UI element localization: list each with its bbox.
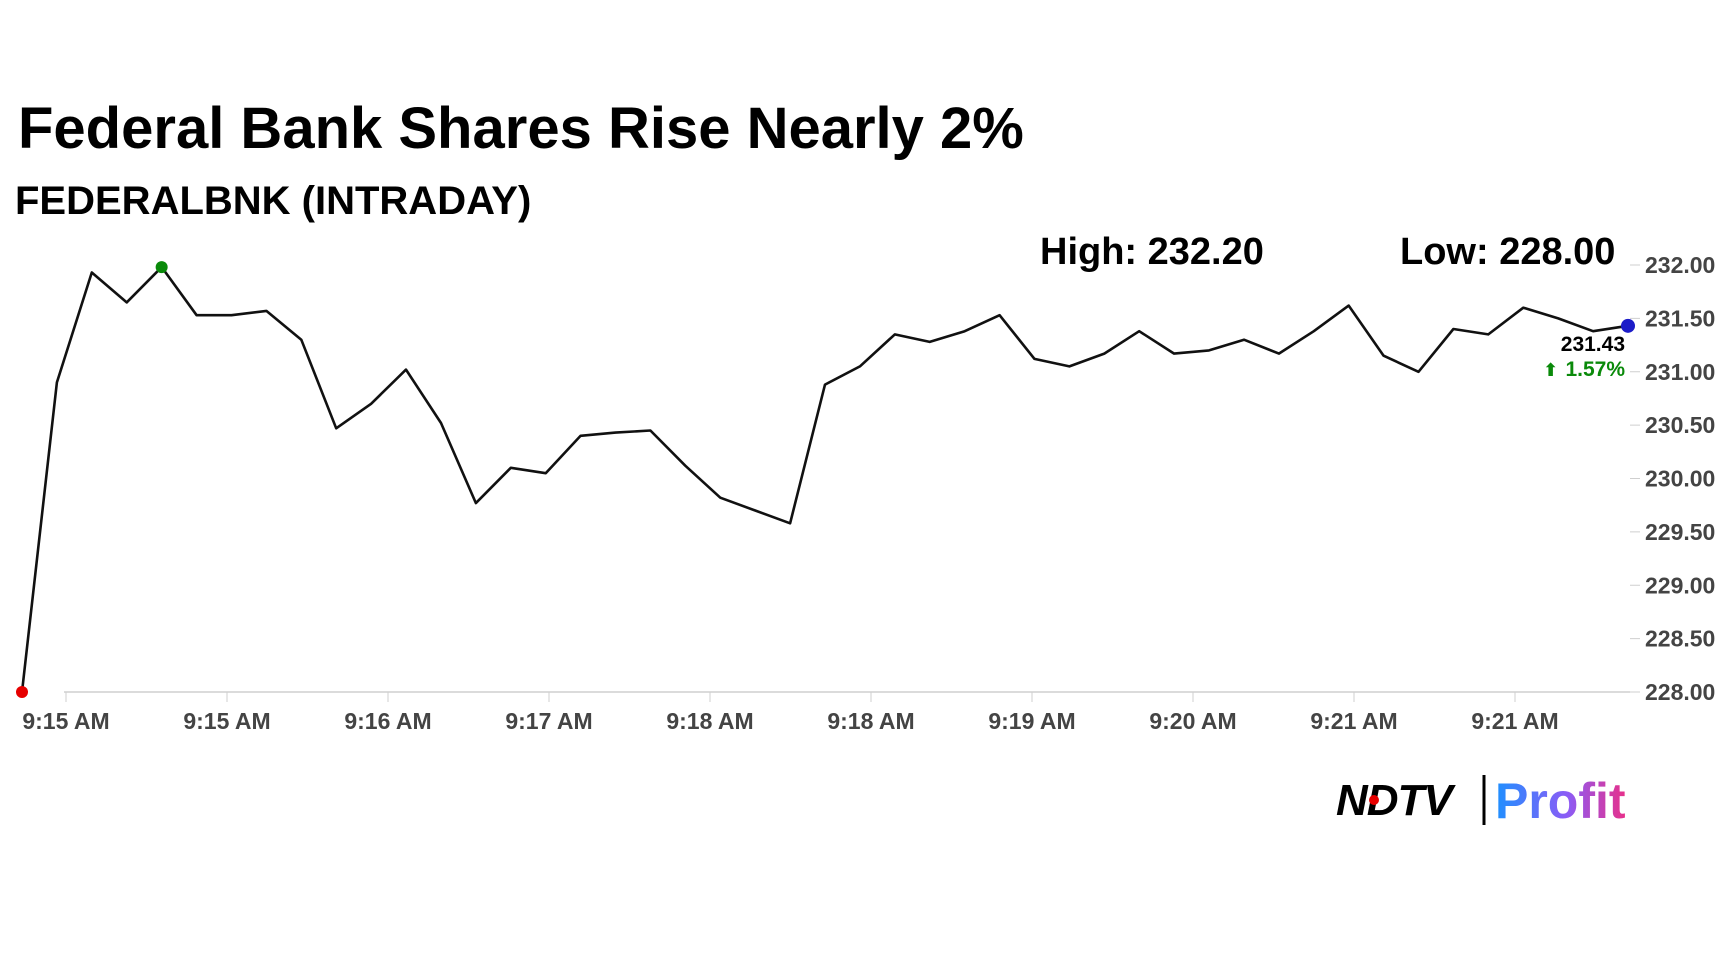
low-point-marker — [16, 686, 28, 698]
x-tick-label: 9:15 AM — [22, 708, 109, 734]
y-tick-label: 230.50 — [1645, 412, 1715, 438]
x-tick-label: 9:16 AM — [344, 708, 431, 734]
y-tick-label: 229.00 — [1645, 572, 1715, 598]
y-axis: 232.00 231.50 231.00 230.50 230.00 229.50 229.… — [1630, 252, 1715, 705]
x-tick-label: 9:18 AM — [827, 708, 914, 734]
high-label: High: 232.20 — [1040, 231, 1264, 273]
change-arrow-icon: ⬆ — [1543, 360, 1558, 381]
ndtv-logo-text: NDTV — [1336, 776, 1456, 825]
high-point-marker — [155, 261, 168, 274]
last-point-marker — [1621, 318, 1635, 333]
change-label: 1.57% — [1565, 358, 1625, 381]
ndtv-profit-logo: NDTV Profit — [1336, 773, 1626, 829]
x-tick-label: 9:18 AM — [666, 708, 753, 734]
x-tick-label: 9:15 AM — [183, 708, 270, 734]
chart-subtitle: FEDERALBNK (INTRADAY) — [15, 179, 531, 223]
y-tick-label: 230.00 — [1645, 466, 1715, 492]
x-tick-label: 9:21 AM — [1310, 708, 1397, 734]
y-tick-label: 229.50 — [1645, 519, 1715, 545]
y-tick-label: 228.00 — [1645, 679, 1715, 705]
low-label: Low: 228.00 — [1400, 231, 1615, 273]
x-tick-label: 9:17 AM — [505, 708, 592, 734]
x-tick-label: 9:19 AM — [988, 708, 1075, 734]
ndtv-logo-dot-icon — [1369, 795, 1379, 805]
x-axis: 9:15 AM 9:15 AM 9:16 AM 9:17 AM 9:18 AM 9:18 … — [22, 692, 1559, 734]
y-tick-label: 231.00 — [1645, 359, 1715, 385]
y-tick-label: 228.50 — [1645, 626, 1715, 652]
chart-title: Federal Bank Shares Rise Nearly 2% — [18, 96, 1024, 161]
profit-logo-text: Profit — [1495, 773, 1626, 829]
price-line — [20, 265, 1629, 693]
x-tick-label: 9:21 AM — [1471, 708, 1558, 734]
y-tick-label: 231.50 — [1645, 305, 1715, 331]
x-tick-label: 9:20 AM — [1149, 708, 1236, 734]
last-value-label: 231.43 — [1561, 333, 1625, 356]
y-tick-label: 232.00 — [1645, 252, 1715, 278]
